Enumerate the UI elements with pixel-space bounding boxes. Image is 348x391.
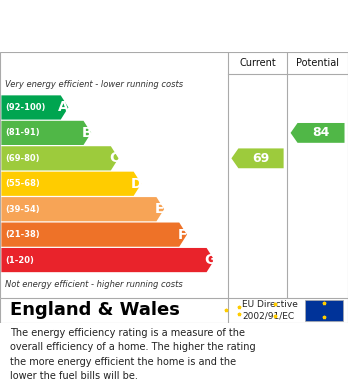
Bar — [304, 300, 343, 321]
Polygon shape — [231, 149, 284, 168]
Text: (69-80): (69-80) — [6, 154, 40, 163]
Text: D: D — [131, 177, 142, 191]
Text: G: G — [204, 253, 215, 267]
Polygon shape — [1, 248, 214, 272]
Polygon shape — [1, 197, 164, 221]
Text: Current: Current — [239, 58, 276, 68]
Text: 69: 69 — [252, 152, 270, 165]
Text: Very energy efficient - lower running costs: Very energy efficient - lower running co… — [5, 80, 183, 89]
Text: (55-68): (55-68) — [6, 179, 40, 188]
Text: (92-100): (92-100) — [6, 103, 46, 112]
Text: Potential: Potential — [296, 58, 339, 68]
Text: (21-38): (21-38) — [6, 230, 40, 239]
Text: Not energy efficient - higher running costs: Not energy efficient - higher running co… — [5, 280, 183, 289]
Polygon shape — [1, 146, 119, 170]
Text: F: F — [177, 228, 187, 242]
Text: E: E — [155, 202, 164, 216]
Text: A: A — [58, 100, 69, 115]
Text: EU Directive
2002/91/EC: EU Directive 2002/91/EC — [242, 300, 298, 321]
Text: (1-20): (1-20) — [6, 256, 34, 265]
Text: C: C — [109, 151, 119, 165]
Text: Energy Efficiency Rating: Energy Efficiency Rating — [10, 17, 239, 35]
Polygon shape — [1, 121, 91, 145]
Text: B: B — [81, 126, 92, 140]
Text: The energy efficiency rating is a measure of the
overall efficiency of a home. T: The energy efficiency rating is a measur… — [10, 328, 256, 381]
Polygon shape — [1, 172, 141, 196]
Text: England & Wales: England & Wales — [10, 301, 180, 319]
Text: (39-54): (39-54) — [6, 205, 40, 214]
Polygon shape — [1, 95, 68, 120]
Text: (81-91): (81-91) — [6, 128, 40, 137]
Polygon shape — [291, 123, 345, 143]
Text: 84: 84 — [313, 126, 330, 140]
Polygon shape — [1, 222, 187, 247]
